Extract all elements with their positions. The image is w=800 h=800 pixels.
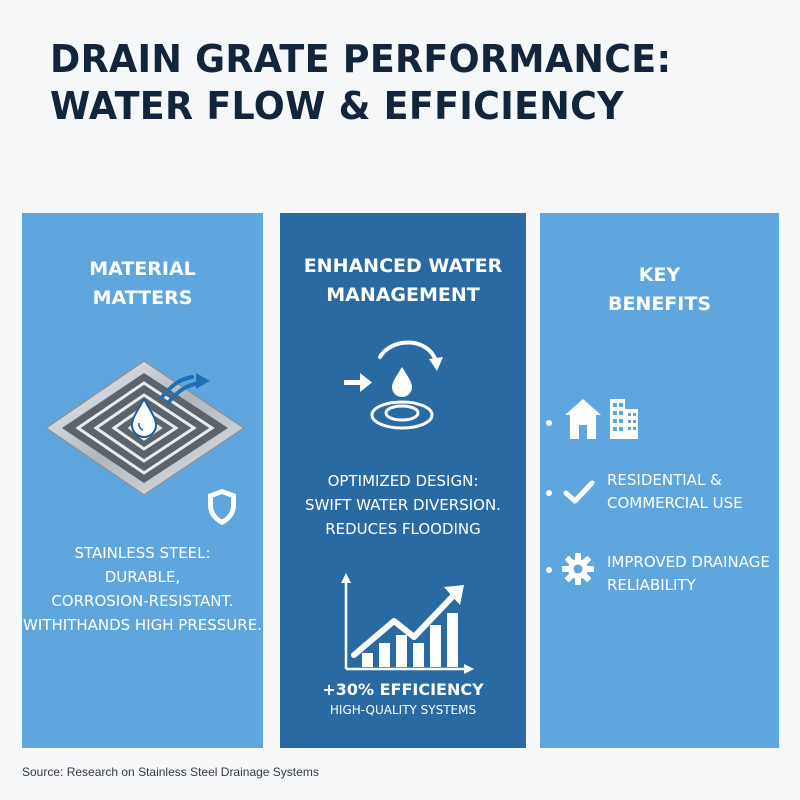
water-drop-icon	[130, 396, 158, 438]
material-body-line-1: STAINLESS STEEL:	[74, 544, 211, 562]
efficiency-stat: +30% EFFICIENCY HIGH-QUALITY SYSTEMS	[280, 679, 526, 719]
water-body-line-2: SWIFT WATER DIVERSION.	[305, 496, 501, 514]
buildings-icon	[565, 399, 638, 439]
bullet	[546, 490, 552, 496]
water-body-line-3: REDUCES FLOODING	[325, 520, 481, 538]
checkmark-icon	[563, 480, 595, 504]
benefit-line-2: COMMERCIAL USE	[607, 494, 743, 512]
benefit-line-1: RESIDENTIAL &	[607, 471, 722, 489]
benefit-item-drainage-reliability: IMPROVED DRAINAGE RELIABILITY	[540, 553, 779, 615]
benefit-text-reliability: IMPROVED DRAINAGE RELIABILITY	[607, 551, 770, 597]
flow-arrow-icon	[160, 373, 210, 405]
page-title-line-2: WATER FLOW & EFFICIENCY	[50, 84, 624, 128]
gear-icon	[562, 553, 594, 585]
water-title-line-1: ENHANCED WATER	[303, 255, 503, 277]
benefit-line-1: IMPROVED DRAINAGE	[607, 553, 770, 571]
drain-grate-icon	[44, 360, 246, 496]
material-body-line-3: CORROSION-RESISTANT.	[51, 592, 234, 610]
benefit-item-residential-commercial: RESIDENTIAL & COMMERCIAL USE	[540, 471, 779, 533]
key-benefits-panel: KEY BENEFITS RESIDENTIA	[540, 213, 779, 748]
material-body-line-4: WITHITHANDS HIGH PRESSURE.	[23, 616, 262, 634]
benefit-line-2: RELIABILITY	[607, 576, 696, 594]
material-title-line-1: MATERIAL	[89, 258, 196, 280]
benefits-panel-title: KEY BENEFITS	[540, 261, 779, 319]
growth-chart-icon	[341, 573, 474, 674]
water-title-line-2: MANAGEMENT	[326, 284, 480, 306]
benefits-title-line-1: KEY	[638, 264, 681, 286]
material-panel-title: MATERIAL MATTERS	[22, 255, 263, 313]
water-management-description: OPTIMIZED DESIGN: SWIFT WATER DIVERSION.…	[280, 469, 526, 541]
bullet	[546, 420, 552, 426]
water-management-panel-title: ENHANCED WATER MANAGEMENT	[280, 252, 526, 310]
benefit-text-residential: RESIDENTIAL & COMMERCIAL USE	[607, 469, 743, 515]
page-title: DRAIN GRATE PERFORMANCE: WATER FLOW & EF…	[50, 36, 741, 130]
bullet	[546, 567, 552, 573]
water-diversion-icon	[344, 340, 443, 430]
benefit-item-buildings	[540, 393, 779, 453]
page-title-line-1: DRAIN GRATE PERFORMANCE:	[50, 37, 672, 81]
water-body-line-1: OPTIMIZED DESIGN:	[327, 472, 479, 490]
material-body-line-2: DURABLE,	[104, 568, 181, 586]
material-description: STAINLESS STEEL: DURABLE, CORROSION-RESI…	[22, 541, 263, 637]
source-citation: Source: Research on Stainless Steel Drai…	[22, 765, 319, 779]
benefits-title-line-2: BENEFITS	[607, 293, 712, 315]
efficiency-value: +30% EFFICIENCY	[322, 680, 484, 699]
material-title-line-2: MATTERS	[92, 287, 193, 309]
material-matters-panel: MATERIAL MATTERS	[22, 213, 263, 748]
water-management-panel: ENHANCED WATER MANAGEMENT OPTIMIZED DESI…	[280, 213, 526, 748]
efficiency-caption: HIGH-QUALITY SYSTEMS	[329, 703, 477, 717]
shield-icon	[208, 489, 236, 525]
